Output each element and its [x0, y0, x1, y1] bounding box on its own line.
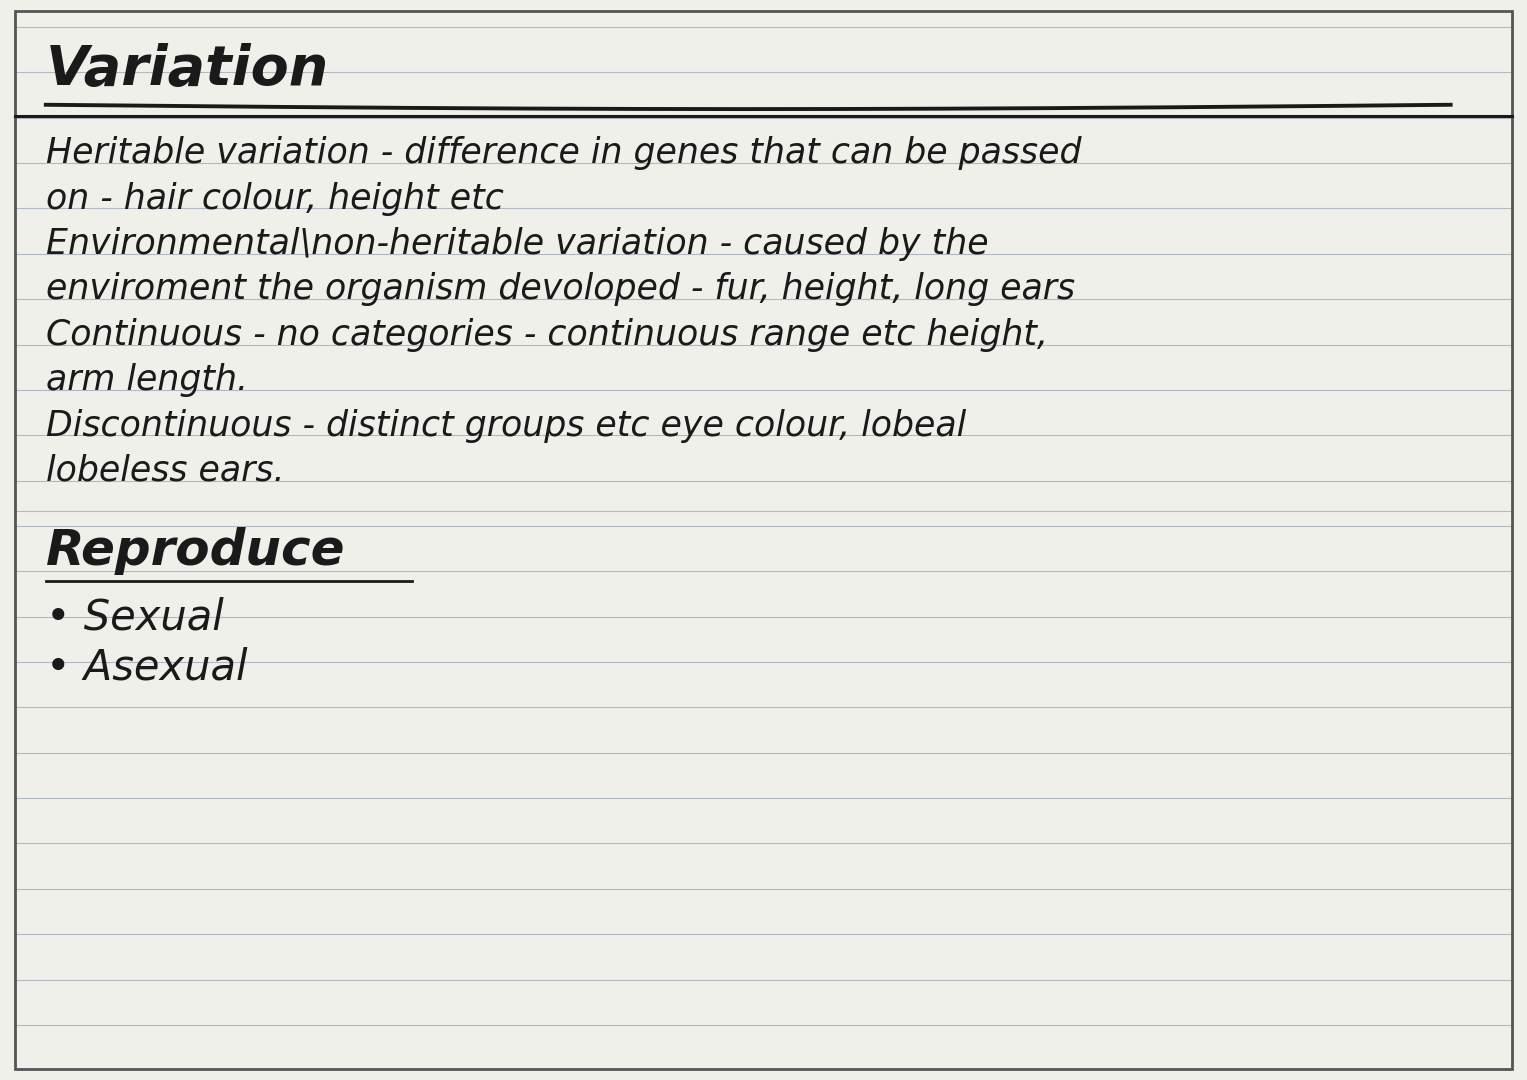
Text: lobeless ears.: lobeless ears.	[46, 454, 284, 488]
Text: enviroment the organism devoloped - fur, height, long ears: enviroment the organism devoloped - fur,…	[46, 272, 1075, 307]
Text: • Asexual: • Asexual	[46, 647, 247, 688]
Text: Heritable variation - difference in genes that can be passed: Heritable variation - difference in gene…	[46, 136, 1081, 171]
Text: • Sexual: • Sexual	[46, 597, 223, 638]
Text: Environmental\non-heritable variation - caused by the: Environmental\non-heritable variation - …	[46, 227, 988, 261]
Text: arm length.: arm length.	[46, 363, 247, 397]
Text: Discontinuous - distinct groups etc eye colour, lobeal: Discontinuous - distinct groups etc eye …	[46, 408, 967, 443]
Text: Continuous - no categories - continuous range etc height,: Continuous - no categories - continuous …	[46, 318, 1048, 352]
Text: Variation: Variation	[46, 43, 328, 97]
Text: Reproduce: Reproduce	[46, 527, 345, 575]
Text: on - hair colour, height etc: on - hair colour, height etc	[46, 181, 504, 216]
